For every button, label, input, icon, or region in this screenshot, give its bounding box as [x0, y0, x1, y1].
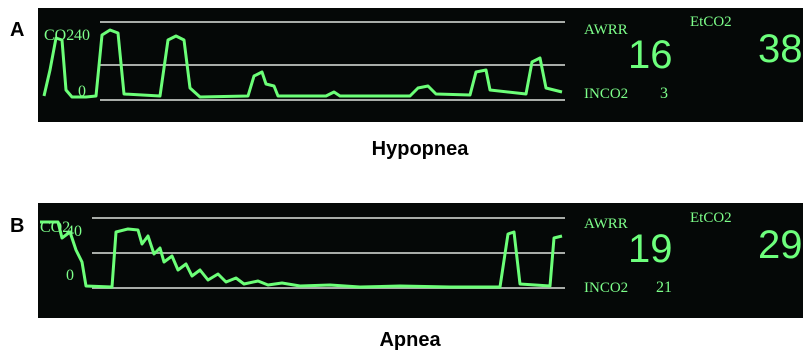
caption: Hypopnea: [372, 138, 470, 160]
scale-bottom: 0: [66, 267, 74, 284]
monitor-screen: [38, 203, 803, 318]
reading-name: AWRR: [584, 216, 628, 232]
reading-value: 16: [628, 33, 673, 77]
reading-value: 38: [758, 27, 803, 71]
reading-name: INCO2: [584, 86, 628, 102]
figure: A CO2 40 0 AWRR 16 INCO2 3 EtCO2 38 Hypo…: [0, 0, 803, 354]
caption: Apnea: [379, 329, 441, 351]
reading-value: 21: [656, 279, 672, 296]
waveform-label: CO2: [44, 27, 74, 44]
reading-value: 3: [660, 85, 668, 102]
reading-value: 29: [758, 223, 803, 267]
reading-name: EtCO2: [690, 210, 732, 226]
reading-name: EtCO2: [690, 14, 732, 30]
reading-name: INCO2: [584, 280, 628, 296]
panel-label: A: [10, 19, 24, 41]
reading-name: AWRR: [584, 22, 628, 38]
scale-top: 40: [66, 223, 82, 240]
reading-value: 19: [628, 227, 673, 271]
scale-top: 40: [74, 27, 90, 44]
scale-bottom: 0: [78, 83, 86, 100]
panel-label: B: [10, 215, 24, 237]
